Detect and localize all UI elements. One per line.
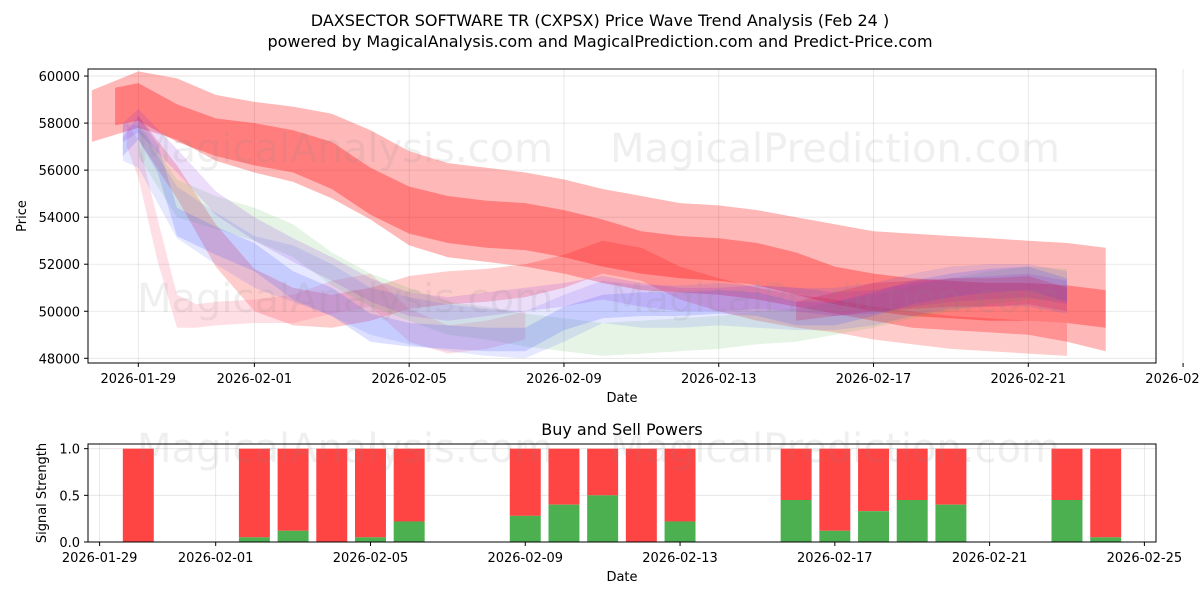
buy-bar-2026-02-22 — [1051, 500, 1083, 542]
buy-bar-2026-02-02 — [277, 530, 309, 542]
signal-y-tick-label: 1.0 — [59, 443, 80, 458]
watermark-mid-right: MagicalPrediction.com — [610, 276, 1060, 322]
chart-subtitle: powered by MagicalAnalysis.com and Magic… — [267, 32, 932, 51]
price-y-tick-label: 54000 — [39, 211, 80, 226]
signal-bars — [122, 448, 1122, 542]
signal-x-label: Date — [606, 570, 637, 585]
buy-bar-2026-02-23 — [1090, 537, 1122, 542]
signal-x-tick-label: 2026-02-13 — [642, 551, 718, 566]
price-frame — [87, 68, 1157, 364]
buy-bar-2026-02-08 — [509, 515, 541, 542]
price-y-tick-label: 48000 — [39, 352, 80, 367]
sell-bar-2026-02-11 — [625, 448, 657, 542]
price-y-tick-label: 58000 — [39, 117, 80, 132]
signal-frame — [87, 443, 1157, 543]
signal-x-tick-label: 2026-02-01 — [178, 551, 254, 566]
signal-x-tick-label: 2026-01-29 — [62, 551, 138, 566]
price-bands — [91, 71, 1106, 359]
price-y-label: Price — [15, 200, 30, 232]
signal-y-label: Signal Strength — [35, 443, 50, 543]
sell-bar-2026-02-01 — [238, 448, 270, 538]
price-grid — [88, 69, 1184, 363]
buy-bar-2026-02-10 — [587, 495, 619, 542]
price-x-tick-label: 2026-01-29 — [101, 372, 177, 387]
sell-bar-2026-02-05 — [393, 448, 425, 522]
band-purple-core — [122, 109, 1068, 321]
sell-bar-2026-02-08 — [509, 448, 541, 516]
sell-bar-2026-02-09 — [548, 448, 580, 505]
price-x-tick-label: 2026-02-17 — [836, 372, 912, 387]
price-y-ticks: 48000 50000 52000 54000 56000 58000 60000 — [39, 70, 88, 367]
price-x-ticks: 2026-01-29 2026-02-01 2026-02-05 2026-02-09… — [101, 363, 1200, 387]
signal-x-tick-label: 2026-02-17 — [797, 551, 873, 566]
signal-x-tick-label: 2026-02-09 — [487, 551, 563, 566]
signal-x-ticks: 2026-01-29 2026-02-01 2026-02-05 2026-02-09… — [62, 542, 1182, 566]
price-x-tick-label: 2026-02-05 — [371, 372, 447, 387]
buy-bar-2026-02-16 — [819, 530, 851, 542]
sell-bar-2026-02-19 — [935, 448, 967, 505]
signal-panel: Buy and Sell Powers MagicalAnalysis.com … — [35, 420, 1182, 585]
watermark-top-right: MagicalPrediction.com — [610, 126, 1060, 172]
buy-bar-2026-02-09 — [548, 504, 580, 542]
signal-y-tick-label: 0.0 — [59, 536, 80, 551]
sell-bar-2026-02-22 — [1051, 448, 1083, 500]
signal-y-ticks: 0.0 0.5 1.0 — [59, 443, 88, 551]
sell-bar-2026-02-03 — [316, 448, 348, 542]
price-x-tick-label: 2026-02-01 — [217, 372, 293, 387]
sell-bar-2026-02-02 — [277, 448, 309, 531]
price-x-tick-label: 2026-02-25 — [1145, 372, 1200, 387]
sell-bar-2026-02-04 — [355, 448, 386, 538]
buy-bar-2026-02-17 — [858, 511, 889, 542]
price-y-tick-label: 56000 — [39, 164, 80, 179]
band-green-band — [138, 123, 1068, 356]
signal-x-tick-label: 2026-02-25 — [1107, 551, 1183, 566]
buy-bar-2026-02-15 — [780, 500, 812, 542]
band-red-core — [115, 83, 1106, 328]
sell-bar-2026-02-15 — [780, 448, 812, 500]
price-x-tick-label: 2026-02-09 — [526, 372, 602, 387]
buy-bar-2026-02-12 — [664, 521, 696, 542]
band-crimson-tail — [796, 276, 1067, 321]
sell-bar-2026-02-16 — [819, 448, 851, 531]
watermark-bottom-right: MagicalPrediction.com — [610, 426, 1060, 472]
watermark-top-left: MagicalAnalysis.com — [137, 126, 553, 172]
band-red-wide — [91, 71, 1106, 352]
band-red-low — [138, 116, 1068, 356]
price-y-tick-label: 50000 — [39, 305, 80, 320]
buy-bar-2026-02-19 — [935, 504, 967, 542]
watermark-mid-left: MagicalAnalysis.com — [137, 276, 553, 322]
price-x-label: Date — [606, 391, 637, 406]
buy-bar-2026-02-04 — [355, 537, 386, 542]
watermark-bottom-left: MagicalAnalysis.com — [137, 426, 553, 472]
sell-bar-2026-02-23 — [1090, 448, 1122, 538]
price-y-tick-label: 52000 — [39, 258, 80, 273]
band-blue-mid — [122, 116, 1068, 352]
price-x-tick-label: 2026-02-21 — [991, 372, 1067, 387]
buy-bar-2026-02-18 — [896, 500, 928, 542]
signal-title: Buy and Sell Powers — [541, 420, 703, 439]
sell-bar-2026-02-17 — [858, 448, 889, 512]
sell-bar-2026-02-10 — [587, 448, 619, 496]
buy-bar-2026-02-05 — [393, 521, 425, 542]
price-y-tick-label: 60000 — [39, 70, 80, 85]
chart-title: DAXSECTOR SOFTWARE TR (CXPSX) Price Wave… — [311, 11, 889, 30]
band-blue-wide — [122, 123, 1068, 359]
price-x-tick-label: 2026-02-13 — [681, 372, 757, 387]
signal-y-tick-label: 0.5 — [59, 489, 80, 504]
sell-bar-2026-02-12 — [664, 448, 696, 522]
buy-bar-2026-02-01 — [238, 537, 270, 542]
signal-x-tick-label: 2026-02-21 — [952, 551, 1028, 566]
sell-bar-2026-01-29 — [122, 448, 154, 542]
band-pink-spike — [126, 123, 526, 354]
sell-bar-2026-02-18 — [896, 448, 928, 500]
price-panel: MagicalAnalysis.com MagicalPrediction.co… — [15, 68, 1200, 406]
signal-x-tick-label: 2026-02-05 — [333, 551, 409, 566]
